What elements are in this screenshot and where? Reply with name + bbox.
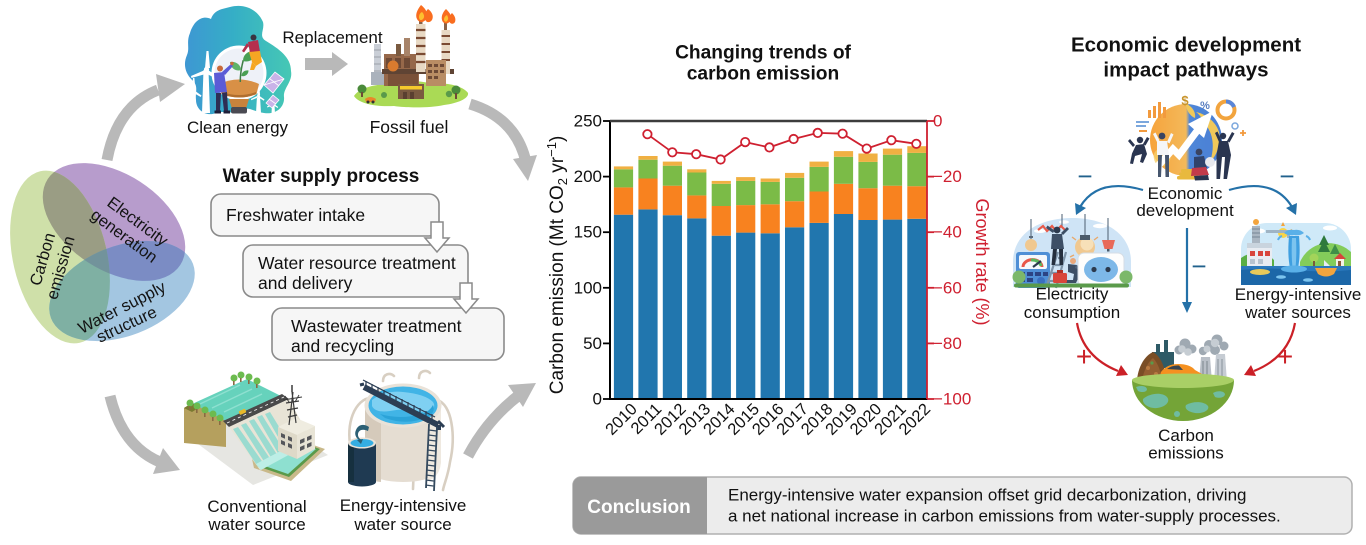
svg-text:and recycling: and recycling [291, 336, 394, 356]
svg-text:Wastewater treatment: Wastewater treatment [291, 316, 462, 336]
svg-text:150: 150 [574, 223, 602, 242]
svg-text:Freshwater intake: Freshwater intake [226, 205, 365, 225]
svg-text:−40: −40 [933, 223, 962, 242]
svg-text:250: 250 [574, 112, 602, 131]
svg-text:−20: −20 [933, 167, 962, 186]
svg-text:Clean energy: Clean energy [187, 118, 289, 137]
svg-text:Water supply process: Water supply process [223, 166, 420, 187]
svg-text:100: 100 [574, 278, 602, 297]
svg-text:$: $ [1181, 93, 1189, 108]
svg-text:−80: −80 [933, 334, 962, 353]
svg-text:Replacement: Replacement [282, 28, 382, 47]
svg-text:0: 0 [593, 390, 602, 409]
svg-text:Energy-intensive: Energy-intensive [340, 496, 467, 515]
svg-text:Conclusion: Conclusion [587, 497, 690, 518]
svg-text:Changing trends of: Changing trends of [675, 43, 851, 64]
svg-text:−60: −60 [933, 278, 962, 297]
svg-text:and delivery: and delivery [258, 273, 353, 293]
svg-text:a net national increase in car: a net national increase in carbon emissi… [728, 507, 1281, 526]
svg-text:Electricity: Electricity [1036, 285, 1109, 304]
svg-text:%: % [1200, 100, 1210, 112]
svg-text:0: 0 [933, 112, 942, 131]
svg-text:Energy-intensive: Energy-intensive [1235, 285, 1362, 304]
svg-text:Economic: Economic [1148, 184, 1223, 203]
svg-text:carbon emission: carbon emission [687, 64, 839, 85]
svg-text:Conventional: Conventional [207, 497, 306, 516]
svg-text:Carbon: Carbon [1158, 426, 1214, 445]
svg-text:200: 200 [574, 167, 602, 186]
svg-text:Energy-intensive water expansi: Energy-intensive water expansion offset … [728, 486, 1246, 505]
svg-text:water sources: water sources [1244, 303, 1351, 322]
svg-text:consumption: consumption [1024, 303, 1120, 322]
svg-text:Fossil fuel: Fossil fuel [370, 117, 449, 137]
svg-text:water source: water source [207, 515, 305, 534]
svg-text:+: + [1277, 341, 1293, 372]
svg-text:water source: water source [353, 515, 451, 534]
svg-text:Economic development: Economic development [1071, 34, 1301, 57]
svg-text:−: − [1077, 161, 1092, 191]
svg-text:development: development [1136, 201, 1234, 220]
svg-text:50: 50 [583, 334, 602, 353]
svg-text:−: − [1279, 161, 1294, 191]
svg-text:impact pathways: impact pathways [1103, 59, 1268, 82]
svg-text:Growth rate (%): Growth rate (%) [972, 198, 992, 325]
svg-text:Water resource treatment: Water resource treatment [258, 253, 456, 273]
svg-text:Carbon emission (Mt CO2 yr−1): Carbon emission (Mt CO2 yr−1) [544, 136, 570, 395]
svg-text:emissions: emissions [1148, 444, 1224, 463]
svg-text:+: + [1076, 341, 1092, 372]
svg-text:−100: −100 [933, 390, 971, 409]
svg-text:−: − [1191, 251, 1206, 281]
